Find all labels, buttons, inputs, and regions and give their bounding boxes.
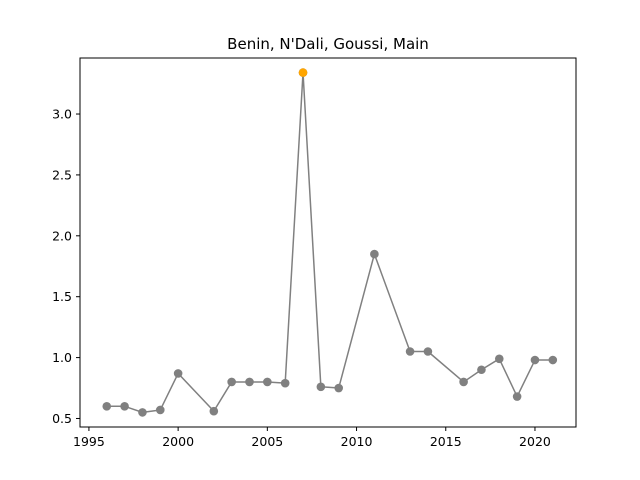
series-line [106,71,553,414]
data-point [173,369,183,378]
data-point [102,402,112,411]
data-point [494,354,504,364]
data-point [548,355,558,365]
y-tick-label: 2.0 [52,228,72,243]
x-tick-label: 2010 [341,434,373,449]
y-tick-label: 1.5 [52,289,72,304]
axis-layer: 1995 2000 2005 2010 2015 2020 0.5 1.0 1.5 2.0 2.5 3… [52,107,551,449]
x-tick-label: 2015 [430,434,462,449]
data-point [477,365,486,375]
x-tick-label: 2000 [162,434,194,449]
data-point [120,402,129,411]
chart-title: Benin, N'Dali, Goussi, Main [227,35,429,53]
data-point [316,382,326,392]
data-point [459,377,468,387]
plot-area-frame [79,57,577,428]
data-point [530,355,540,365]
data-point [138,408,147,417]
y-tick-label: 1.0 [52,350,72,365]
data-point [334,383,344,393]
y-tick-label: 3.0 [52,107,72,122]
data-point [370,249,379,259]
data-point [263,377,272,387]
data-point [245,377,254,387]
highlight-point [298,68,308,77]
x-tick-label: 2005 [251,434,283,449]
x-tick-label: 2020 [519,434,551,449]
y-tick-label: 2.5 [52,167,72,182]
data-point [423,347,433,356]
data-point [209,406,219,416]
x-tick-label: 1995 [73,434,105,449]
data-point [155,405,165,415]
data-point [512,392,522,401]
y-tick-label: 0.5 [52,411,72,426]
data-point [405,347,415,356]
data-point [227,377,236,387]
data-point [280,378,290,388]
plot-layer [102,68,558,417]
